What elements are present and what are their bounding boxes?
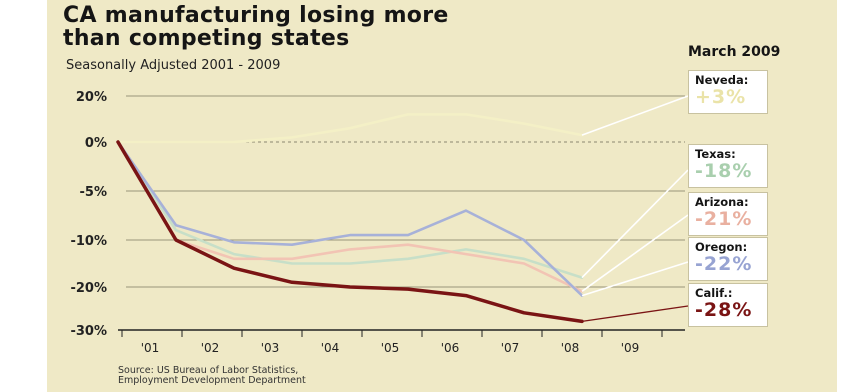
series-line-neveda: [116, 113, 584, 144]
callout-texas: Texas: -18%: [688, 144, 768, 188]
callout-arizona-value: -21%: [695, 208, 753, 230]
x-tick-label: '07: [501, 341, 520, 355]
y-tick-label: 20%: [76, 90, 107, 105]
series-line-calif: [116, 140, 584, 324]
y-tick-label: -5%: [80, 185, 107, 200]
x-tick-label: '05: [381, 341, 400, 355]
y-tick-label: -20%: [70, 281, 107, 296]
callout-calif-value: -28%: [695, 299, 753, 321]
callout-oregon-value: -22%: [695, 253, 753, 275]
series-line-arizona: [116, 140, 584, 293]
x-tick-label: '09: [621, 341, 640, 355]
leader-line-neveda: [581, 95, 689, 136]
leader-line-arizona: [581, 214, 689, 292]
chart-title: CA manufacturing losing more than compet…: [63, 4, 449, 50]
series-line-oregon: [116, 140, 584, 297]
x-tick-label: '06: [441, 341, 460, 355]
chart-subtitle: Seasonally Adjusted 2001 - 2009: [66, 58, 281, 73]
callout-nevada-value: +3%: [695, 86, 747, 108]
callout-calif-name: Calif.:: [695, 286, 733, 300]
callout-arizona: Arizona: -21%: [688, 192, 768, 236]
x-tick-label: '08: [561, 341, 580, 355]
callout-oregon-name: Oregon:: [695, 240, 748, 254]
series-line-texas: [116, 140, 584, 279]
date-label: March 2009: [688, 44, 781, 60]
x-tick-label: '03: [261, 341, 280, 355]
leader-line-texas: [581, 169, 689, 279]
callout-calif: Calif.: -28%: [688, 283, 768, 327]
callout-oregon: Oregon: -22%: [688, 237, 768, 281]
callout-texas-name: Texas:: [695, 147, 736, 161]
source-line-2: Employment Development Department: [118, 375, 306, 386]
source-line-1: Source: US Bureau of Labor Statistics,: [118, 365, 299, 376]
x-tick-label: '02: [201, 341, 220, 355]
callout-nevada-name: Neveda:: [695, 73, 749, 87]
title-line-1: CA manufacturing losing more: [63, 3, 449, 28]
leader-line-calif: [581, 305, 689, 323]
callout-texas-value: -18%: [695, 160, 753, 182]
callout-nevada: Neveda: +3%: [688, 70, 768, 114]
title-line-2: than competing states: [63, 26, 350, 51]
callout-arizona-name: Arizona:: [695, 195, 749, 209]
x-tick-label: '04: [321, 341, 340, 355]
source-note: Source: US Bureau of Labor Statistics, E…: [118, 366, 306, 386]
y-tick-label: -30%: [70, 324, 107, 339]
y-tick-label: -10%: [70, 234, 107, 249]
y-tick-label: 0%: [85, 136, 107, 151]
leader-line-oregon: [581, 261, 689, 297]
x-tick-label: '01: [141, 341, 160, 355]
